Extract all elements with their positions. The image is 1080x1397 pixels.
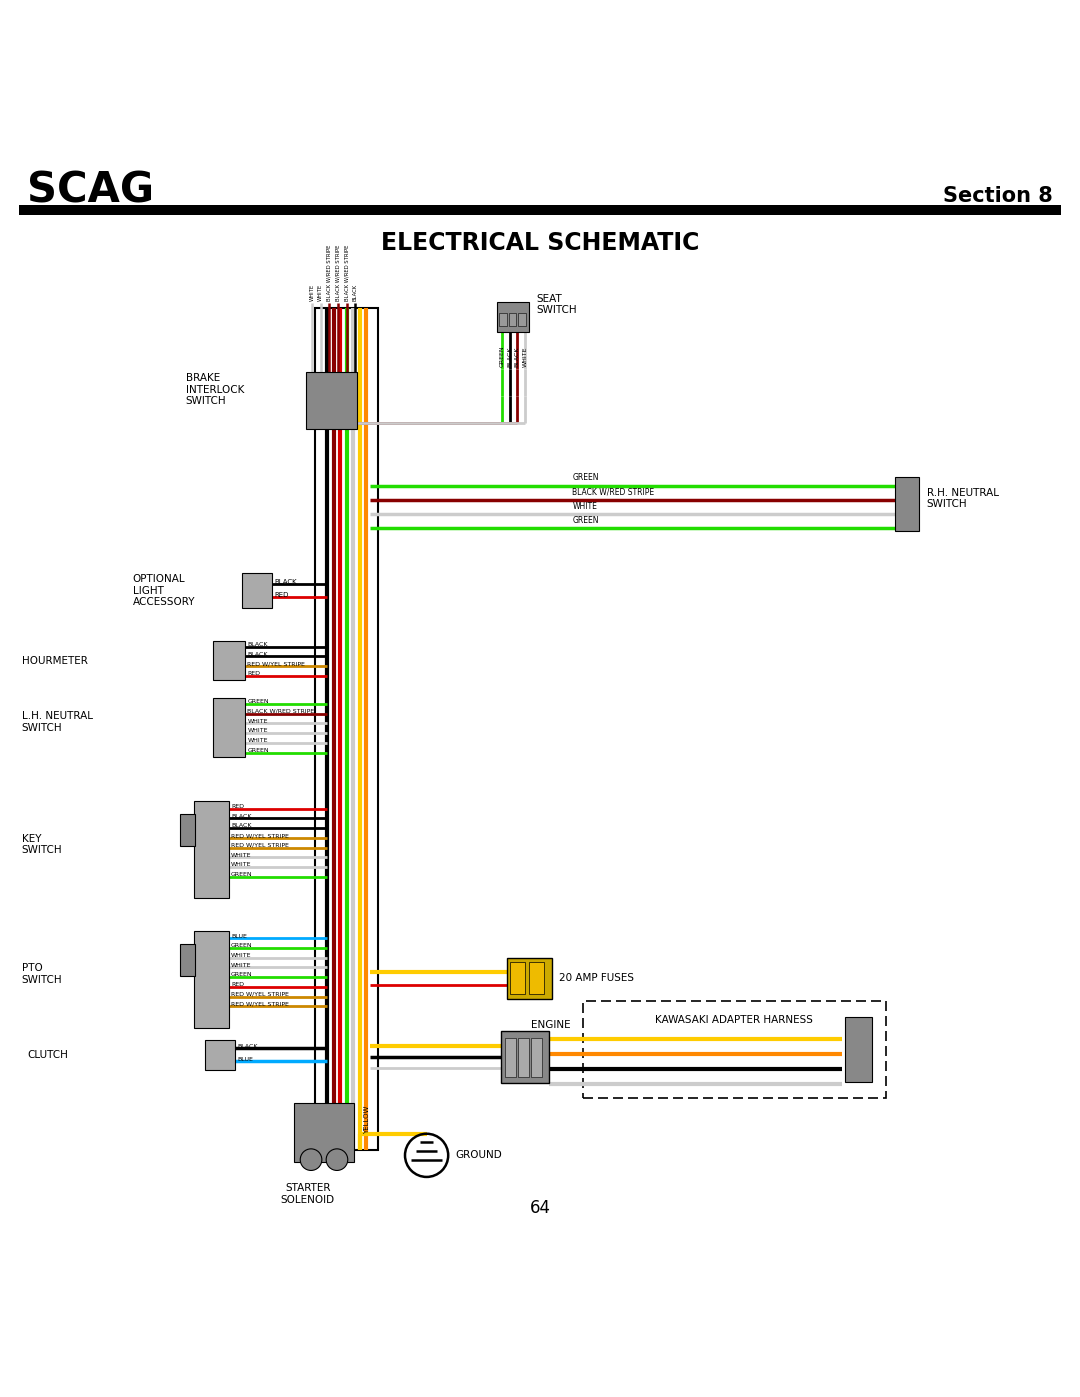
Text: RED W/YEL STRIPE: RED W/YEL STRIPE [231,842,289,848]
Text: RED W/YEL STRIPE: RED W/YEL STRIPE [231,992,289,997]
Text: L.H. NEUTRAL
SWITCH: L.H. NEUTRAL SWITCH [22,711,93,733]
Text: WHITE: WHITE [319,284,323,302]
Bar [194,930,229,1028]
Text: RED W/YEL STRIPE: RED W/YEL STRIPE [231,833,289,838]
Bar [497,302,529,332]
Bar [306,373,357,429]
Text: BLACK W/RED STRIPE: BLACK W/RED STRIPE [572,488,654,496]
Text: BLACK: BLACK [353,284,357,302]
Text: PTO
SWITCH: PTO SWITCH [22,963,63,985]
Text: WHITE: WHITE [231,963,252,968]
Text: Section 8: Section 8 [943,186,1053,207]
Text: RED W/YEL STRIPE: RED W/YEL STRIPE [247,661,306,666]
Text: GREEN: GREEN [247,700,269,704]
Text: BLACK: BLACK [238,1044,258,1049]
Bar [510,963,525,995]
Text: GREEN: GREEN [572,474,599,482]
Text: STARTER
SOLENOID: STARTER SOLENOID [281,1183,335,1206]
Text: GREEN: GREEN [231,972,253,978]
Bar [242,573,272,608]
Text: WHITE: WHITE [247,728,268,733]
Text: WHITE: WHITE [523,346,527,367]
Bar [509,313,516,326]
Text: WHITE: WHITE [247,738,268,743]
Text: GREEN: GREEN [231,872,253,877]
Text: SEAT
SWITCH: SEAT SWITCH [537,293,578,316]
Text: RED: RED [274,592,288,598]
Text: SCAG: SCAG [27,170,154,212]
Text: BLACK: BLACK [247,643,268,647]
Text: BLACK W/RED STRIPE: BLACK W/RED STRIPE [327,244,332,302]
Text: ELECTRICAL SCHEMATIC: ELECTRICAL SCHEMATIC [381,231,699,254]
Text: GREEN: GREEN [500,345,504,367]
Text: WHITE: WHITE [247,718,268,724]
Text: GREEN: GREEN [231,943,253,949]
Text: 64: 64 [529,1199,551,1217]
Text: YELLOW: YELLOW [364,1105,370,1134]
Bar [846,1017,873,1081]
Text: WHITE: WHITE [310,284,314,302]
Text: BLUE: BLUE [231,933,247,939]
Bar [180,943,195,977]
Bar [294,1104,353,1162]
Text: BRAKE
INTERLOCK
SWITCH: BRAKE INTERLOCK SWITCH [186,373,244,407]
Text: WHITE: WHITE [572,502,597,510]
Bar [213,698,245,757]
Bar [205,1039,235,1070]
Text: WHITE: WHITE [231,852,252,858]
Bar [213,641,245,680]
Bar [315,307,378,1150]
Text: R.H. NEUTRAL
SWITCH: R.H. NEUTRAL SWITCH [927,488,999,510]
Bar [499,313,507,326]
Text: BLACK: BLACK [274,578,297,585]
Text: HOURMETER: HOURMETER [22,655,87,666]
Text: BLACK W/RED STRIPE: BLACK W/RED STRIPE [247,708,314,714]
Bar [518,1038,529,1077]
Text: GREEN: GREEN [572,515,599,525]
Text: GREEN: GREEN [247,747,269,753]
Text: RED: RED [231,805,244,809]
Text: BLACK W/RED STRIPE: BLACK W/RED STRIPE [345,244,349,302]
Bar [531,1038,542,1077]
Text: BLACK: BLACK [515,346,519,367]
Text: CLUTCH: CLUTCH [27,1051,68,1060]
Circle shape [300,1148,322,1171]
Text: WHITE: WHITE [231,862,252,868]
Bar [529,963,544,995]
Text: RED: RED [247,671,260,676]
Text: BLACK: BLACK [508,346,512,367]
Text: KEY
SWITCH: KEY SWITCH [22,834,63,855]
Text: KAWASAKI ADAPTER HARNESS: KAWASAKI ADAPTER HARNESS [656,1016,813,1025]
Text: BLACK: BLACK [247,652,268,657]
Text: RED W/YEL STRIPE: RED W/YEL STRIPE [231,1002,289,1007]
Bar [180,814,195,847]
Text: RED: RED [231,982,244,988]
Bar [194,800,229,898]
Bar [518,313,526,326]
Text: 20 AMP FUSES: 20 AMP FUSES [559,974,634,983]
Text: GROUND: GROUND [456,1150,502,1161]
Text: BLACK: BLACK [231,823,252,828]
Text: OPTIONAL
LIGHT
ACCESSORY: OPTIONAL LIGHT ACCESSORY [133,574,195,608]
Text: WHITE: WHITE [231,953,252,958]
Text: BLACK: BLACK [231,813,252,819]
Circle shape [326,1148,348,1171]
Bar [505,1038,516,1077]
Bar [19,205,1061,215]
Text: BLACK W/RED STRIPE: BLACK W/RED STRIPE [336,244,340,302]
Text: ENGINE: ENGINE [531,1020,571,1030]
Bar [501,1031,549,1083]
Bar [895,478,919,531]
Text: BLUE: BLUE [238,1056,254,1062]
Bar [507,958,552,999]
Bar [583,1000,886,1098]
